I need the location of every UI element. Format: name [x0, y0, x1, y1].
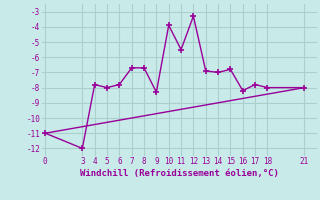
- X-axis label: Windchill (Refroidissement éolien,°C): Windchill (Refroidissement éolien,°C): [80, 169, 279, 178]
